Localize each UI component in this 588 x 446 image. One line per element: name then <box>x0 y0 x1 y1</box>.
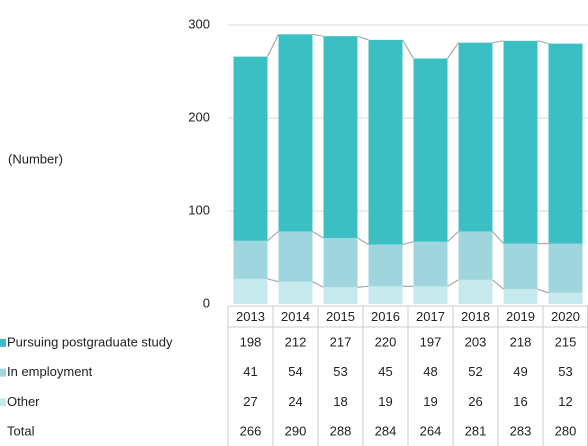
connector <box>266 34 280 57</box>
cell-value: 48 <box>423 364 437 379</box>
bar-segment <box>413 241 448 287</box>
bar-segment <box>413 286 448 304</box>
cell-value: 12 <box>558 394 572 409</box>
bar-segment <box>368 244 403 287</box>
cell-value: 217 <box>330 334 352 349</box>
bar-segment <box>503 289 538 304</box>
cell-value: 197 <box>420 334 442 349</box>
cell-value: 284 <box>375 424 397 439</box>
cell-value: 283 <box>510 424 532 439</box>
cell-value: 45 <box>378 364 392 379</box>
cell-value: 24 <box>288 394 302 409</box>
legend-swatch <box>0 338 6 347</box>
y-tick-label: 0 <box>203 295 210 310</box>
x-tick-label: 2013 <box>236 309 265 324</box>
cell-value: 266 <box>240 424 262 439</box>
cell-value: 212 <box>285 334 307 349</box>
cell-value: 54 <box>288 364 302 379</box>
y-tick-label: 200 <box>188 109 210 124</box>
x-tick-label: 2018 <box>461 309 490 324</box>
cell-value: 53 <box>333 364 347 379</box>
cell-value: 218 <box>510 334 532 349</box>
connector <box>357 285 369 288</box>
x-tick-label: 2017 <box>416 309 445 324</box>
connector <box>537 40 549 45</box>
connector <box>267 231 279 242</box>
row-label: Pursuing postgraduate study <box>7 334 173 349</box>
connector <box>402 241 414 246</box>
cell-value: 281 <box>465 424 487 439</box>
x-tick-label: 2019 <box>506 309 535 324</box>
cell-value: 203 <box>465 334 487 349</box>
bar-segment <box>278 231 313 282</box>
cell-value: 49 <box>513 364 527 379</box>
row-label: Other <box>7 394 40 409</box>
bar-segment <box>458 42 493 232</box>
legend-swatch <box>0 368 6 377</box>
cell-value: 16 <box>513 394 527 409</box>
cell-value: 53 <box>558 364 572 379</box>
connector <box>312 230 324 239</box>
bar-segment <box>368 39 403 245</box>
y-tick-label: 100 <box>188 202 210 217</box>
y-tick-label: 300 <box>188 16 210 31</box>
cell-value: 41 <box>243 364 257 379</box>
bar-segment <box>233 56 268 241</box>
bar-segment <box>233 278 268 304</box>
bar-segment <box>413 58 448 242</box>
bar-segment <box>548 43 583 244</box>
bar-segment <box>503 243 538 290</box>
cell-value: 27 <box>243 394 257 409</box>
connector <box>357 35 369 41</box>
connector <box>492 40 504 44</box>
x-tick-label: 2016 <box>371 309 400 324</box>
bar-segment <box>323 287 358 304</box>
cell-value: 264 <box>420 424 442 439</box>
connector <box>312 281 324 288</box>
bar-segment <box>458 231 493 280</box>
row-label: Total <box>7 424 35 439</box>
cell-value: 290 <box>285 424 307 439</box>
connector <box>357 237 369 245</box>
connector <box>401 39 415 59</box>
cell-value: 19 <box>378 394 392 409</box>
cell-value: 280 <box>555 424 577 439</box>
connector <box>447 42 459 59</box>
bar-segment <box>278 34 313 232</box>
bar-segment <box>278 281 313 304</box>
connector <box>492 231 504 244</box>
connector <box>267 278 279 283</box>
connector <box>447 231 459 243</box>
cell-value: 19 <box>423 394 437 409</box>
cell-value: 220 <box>375 334 397 349</box>
bar-segment <box>548 292 583 304</box>
connector <box>537 288 549 294</box>
y-axis-label: (Number) <box>8 151 63 166</box>
connector <box>312 33 324 37</box>
cell-value: 215 <box>555 334 577 349</box>
bar-segment <box>548 243 583 293</box>
cell-value: 26 <box>468 394 482 409</box>
cell-value: 18 <box>333 394 347 409</box>
legend-swatch <box>0 398 6 407</box>
bar-segment <box>368 286 403 304</box>
cell-value: 198 <box>240 334 262 349</box>
bar-segment <box>458 279 493 304</box>
connector <box>492 279 504 290</box>
connector <box>447 279 459 287</box>
bar-segment <box>323 237 358 288</box>
x-tick-label: 2020 <box>551 309 580 324</box>
cell-value: 52 <box>468 364 482 379</box>
bar-segment <box>503 40 538 244</box>
cell-value: 288 <box>330 424 352 439</box>
x-tick-label: 2014 <box>281 309 310 324</box>
row-label: In employment <box>7 364 93 379</box>
x-tick-label: 2015 <box>326 309 355 324</box>
bar-segment <box>233 240 268 279</box>
bar-segment <box>323 36 358 238</box>
